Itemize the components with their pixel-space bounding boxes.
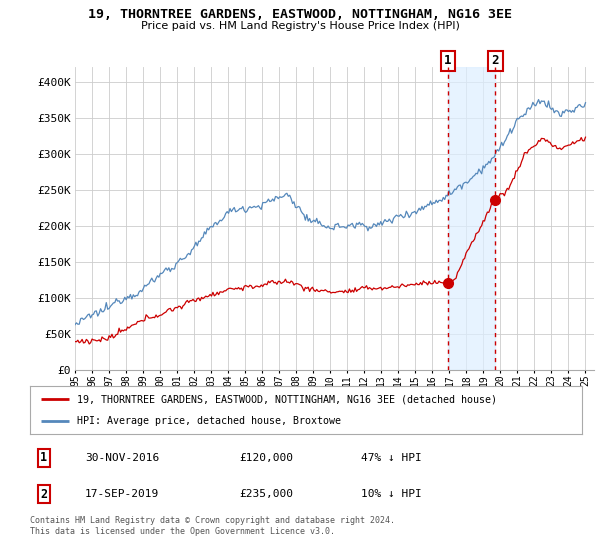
Text: 2: 2 — [40, 488, 47, 501]
Text: HPI: Average price, detached house, Broxtowe: HPI: Average price, detached house, Brox… — [77, 416, 341, 426]
Bar — [448, 67, 496, 370]
Text: 1: 1 — [444, 54, 452, 67]
Text: 19, THORNTREE GARDENS, EASTWOOD, NOTTINGHAM, NG16 3EE: 19, THORNTREE GARDENS, EASTWOOD, NOTTING… — [88, 8, 512, 21]
Text: 2: 2 — [492, 54, 499, 67]
Text: 17-SEP-2019: 17-SEP-2019 — [85, 489, 160, 499]
Text: 30-NOV-2016: 30-NOV-2016 — [85, 453, 160, 463]
Text: 1: 1 — [40, 451, 47, 464]
Text: Price paid vs. HM Land Registry's House Price Index (HPI): Price paid vs. HM Land Registry's House … — [140, 21, 460, 31]
Text: Contains HM Land Registry data © Crown copyright and database right 2024.
This d: Contains HM Land Registry data © Crown c… — [30, 516, 395, 536]
Text: £120,000: £120,000 — [240, 453, 294, 463]
Text: 47% ↓ HPI: 47% ↓ HPI — [361, 453, 422, 463]
Text: £235,000: £235,000 — [240, 489, 294, 499]
Text: 19, THORNTREE GARDENS, EASTWOOD, NOTTINGHAM, NG16 3EE (detached house): 19, THORNTREE GARDENS, EASTWOOD, NOTTING… — [77, 394, 497, 404]
Text: 10% ↓ HPI: 10% ↓ HPI — [361, 489, 422, 499]
